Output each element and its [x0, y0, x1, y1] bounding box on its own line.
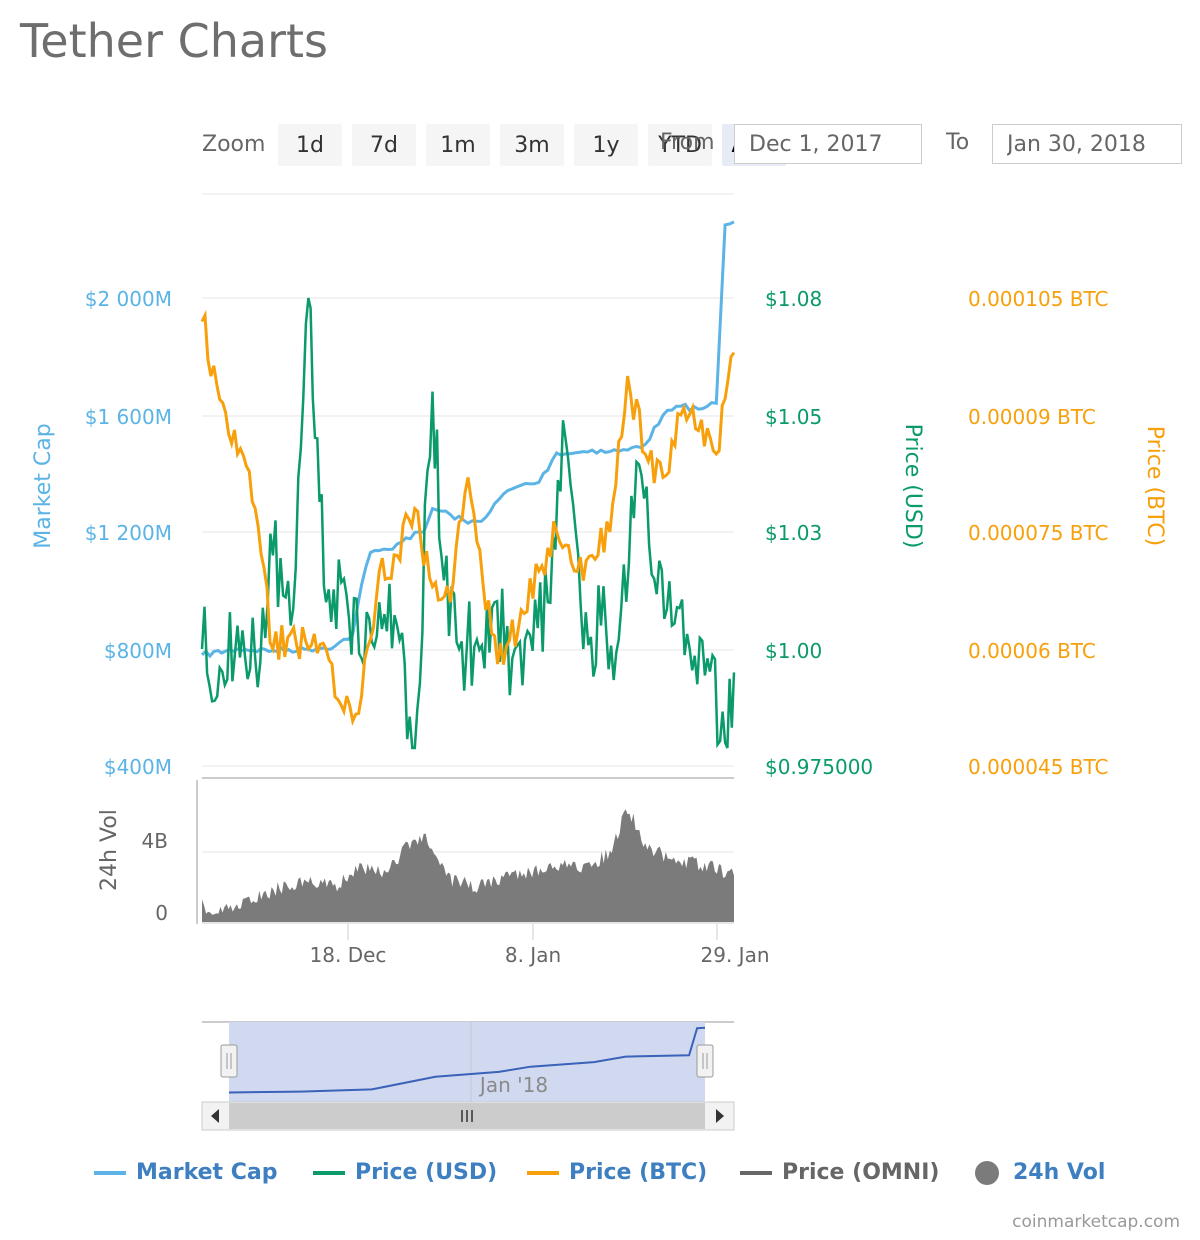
legend-swatch-market-cap	[94, 1170, 126, 1175]
credits-link[interactable]: coinmarketcap.com	[1012, 1212, 1180, 1232]
legend-dot-24h-vol	[975, 1160, 999, 1185]
navigator-series-line	[228, 1026, 706, 1094]
chart-area: $400M $800M $1 200M $1 600M $2 000M $0.975000…	[31, 193, 1167, 1131]
price-usd-tick-label: $1.00	[765, 639, 822, 663]
legend-swatch-price-btc	[527, 1170, 559, 1175]
chart-legend: Market Cap Price (USD) Price (BTC) Price…	[0, 1160, 1200, 1200]
legend-item-24h-vol[interactable]: 24h Vol	[975, 1160, 1105, 1185]
price-usd-axis-title: Price (USD)	[900, 424, 925, 549]
range-from-label: From	[660, 130, 715, 155]
price-btc-axis-title: Price (BTC)	[1142, 426, 1167, 546]
page-title: Tether Charts	[20, 14, 328, 68]
series-price-btc-line	[200, 309, 736, 726]
zoom-7d-button[interactable]: 7d	[352, 124, 416, 166]
volume-area	[202, 809, 734, 922]
legend-item-market-cap[interactable]: Market Cap	[94, 1160, 277, 1185]
legend-label-price-usd: Price (USD)	[355, 1160, 498, 1185]
zoom-label: Zoom	[202, 132, 266, 157]
market-cap-tick-label: $1 200M	[85, 521, 172, 545]
scroll-left-arrow-icon[interactable]	[211, 1109, 219, 1123]
legend-label-price-omni: Price (OMNI)	[782, 1160, 940, 1185]
volume-axis-title: 24h Vol	[97, 809, 122, 891]
legend-label-24h-vol: 24h Vol	[1013, 1160, 1106, 1185]
navigator-selected-range	[229, 1022, 705, 1102]
range-to-label: To	[946, 130, 970, 155]
price-btc-tick-label: 0.000045 BTC	[968, 755, 1109, 779]
zoom-1m-button[interactable]: 1m	[426, 124, 490, 166]
legend-item-price-usd[interactable]: Price (USD)	[313, 1160, 497, 1185]
price-usd-tick-label: $0.975000	[765, 755, 873, 779]
price-btc-tick-label: 0.00006 BTC	[968, 639, 1096, 663]
price-btc-tick-label: 0.000105 BTC	[968, 287, 1109, 311]
price-btc-tick-label: 0.00009 BTC	[968, 405, 1096, 429]
legend-label-price-btc: Price (BTC)	[569, 1160, 708, 1185]
legend-item-price-btc[interactable]: Price (BTC)	[527, 1160, 707, 1185]
x-tick-label: 8. Jan	[505, 943, 561, 967]
market-cap-tick-label: $400M	[104, 755, 172, 779]
zoom-1d-button[interactable]: 1d	[278, 124, 342, 166]
x-tick-label: 29. Jan	[701, 943, 770, 967]
range-from-input[interactable]	[734, 124, 922, 164]
zoom-3m-button[interactable]: 3m	[500, 124, 564, 166]
volume-tick-label: 4B	[142, 829, 168, 853]
market-cap-tick-label: $1 600M	[85, 405, 172, 429]
x-tick-label: 18. Dec	[310, 943, 387, 967]
navigator-label: Jan '18	[478, 1073, 548, 1097]
series-price-usd-line	[200, 297, 736, 750]
price-usd-tick-label: $1.08	[765, 287, 822, 311]
market-cap-tick-label: $2 000M	[85, 287, 172, 311]
legend-item-price-omni[interactable]: Price (OMNI)	[740, 1160, 939, 1185]
navigator-left-handle[interactable]	[220, 1044, 238, 1078]
legend-swatch-price-usd	[313, 1170, 345, 1175]
navigator-right-handle[interactable]	[696, 1044, 714, 1078]
zoom-1y-button[interactable]: 1y	[574, 124, 638, 166]
price-usd-tick-label: $1.05	[765, 405, 822, 429]
legend-swatch-price-omni	[740, 1170, 772, 1175]
scroll-right-arrow-icon[interactable]	[716, 1109, 724, 1123]
volume-tick-label: 0	[155, 901, 168, 925]
zoom-ytd-button[interactable]: YTD	[648, 124, 712, 166]
scrollbar-grip-icon	[461, 1110, 473, 1122]
price-usd-tick-label: $1.03	[765, 521, 822, 545]
market-cap-tick-label: $800M	[104, 639, 172, 663]
market-cap-axis-title: Market Cap	[31, 423, 56, 548]
range-to-input[interactable]	[992, 124, 1182, 164]
legend-label-market-cap: Market Cap	[136, 1160, 278, 1185]
price-btc-tick-label: 0.000075 BTC	[968, 521, 1109, 545]
